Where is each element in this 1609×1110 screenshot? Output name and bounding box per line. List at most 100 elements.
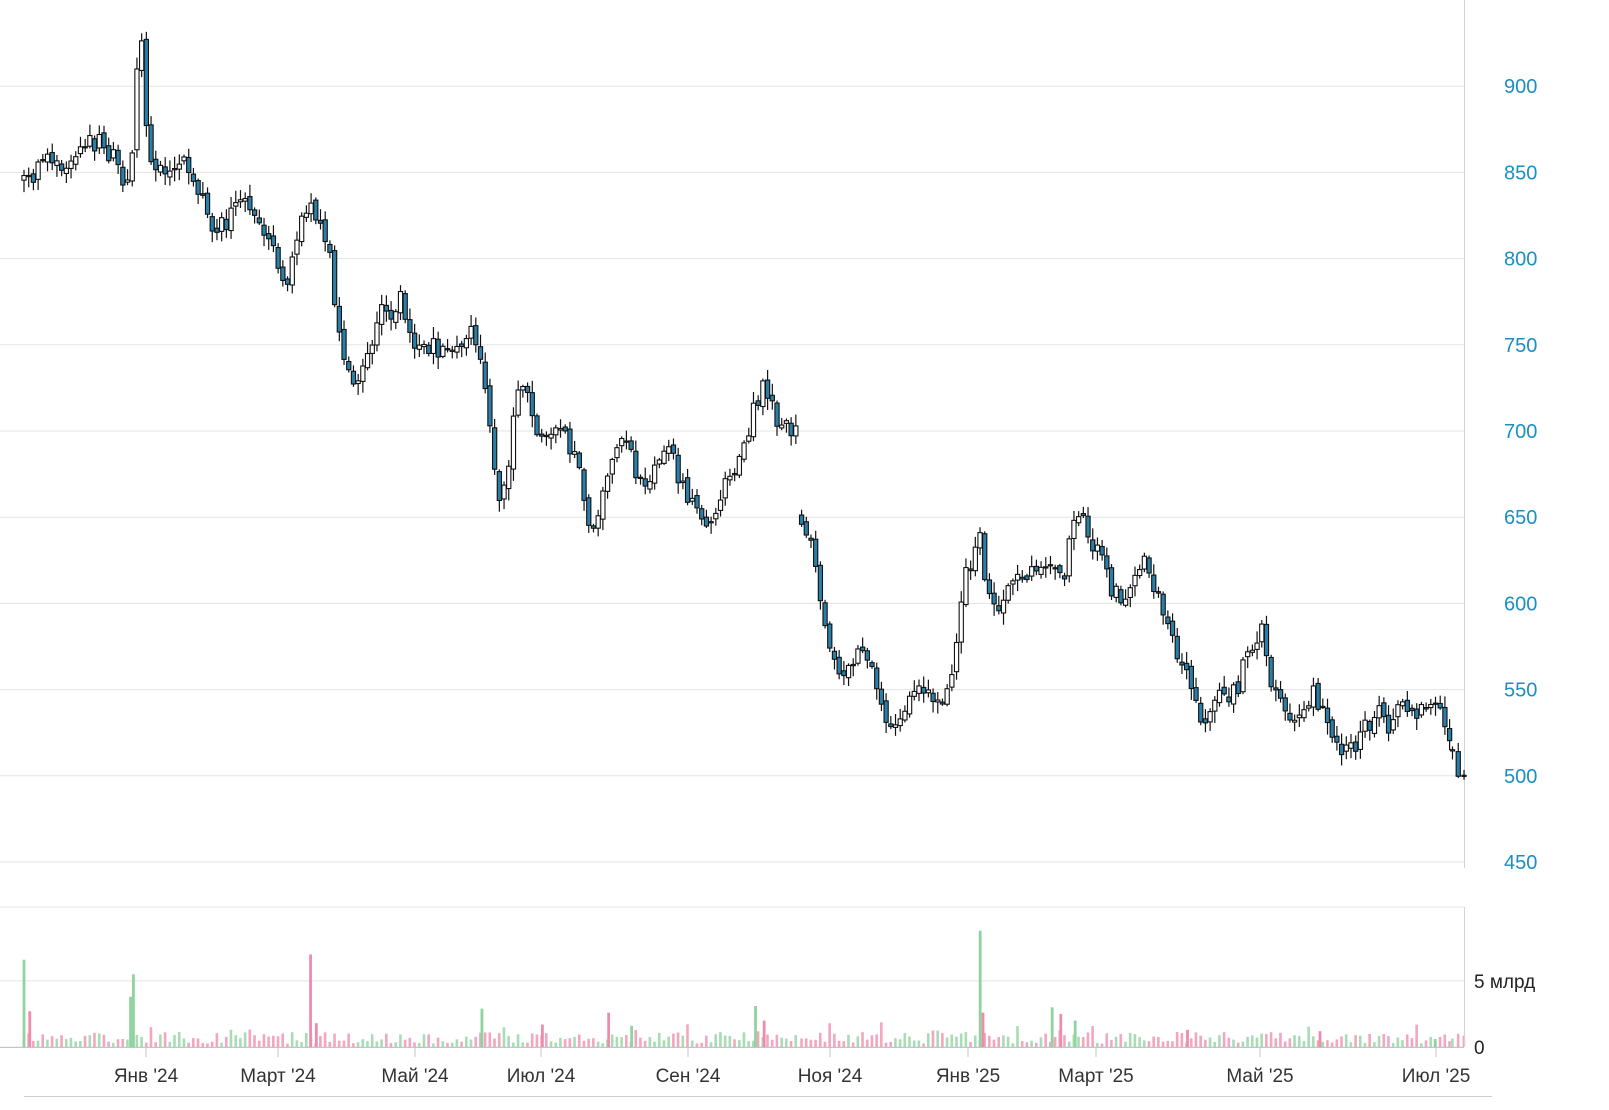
volume-bar <box>643 1040 647 1047</box>
volume-bar <box>955 1036 958 1047</box>
time-tick-label: Май '25 <box>1226 1066 1293 1087</box>
candle-up <box>1301 709 1307 719</box>
volume-spike-bar <box>129 996 132 1047</box>
candle-down <box>313 199 319 221</box>
candle-down <box>1409 707 1415 712</box>
candle-down <box>251 209 258 216</box>
volume-bar <box>427 1034 430 1047</box>
volume-bar <box>102 1034 106 1047</box>
volume-bar <box>620 1037 623 1047</box>
volume-bar <box>1368 1033 1371 1047</box>
volume-bar <box>192 1038 195 1047</box>
volume-bar <box>1279 1032 1282 1047</box>
candle-up <box>360 365 366 382</box>
candle-up <box>134 68 140 151</box>
candle-down <box>850 663 856 667</box>
volume-bar <box>408 1037 412 1047</box>
volume-bar <box>1302 1041 1306 1047</box>
time-tick-label: Март '25 <box>1058 1066 1134 1087</box>
volume-bar <box>286 1043 289 1047</box>
price-tick-label: 450 <box>1504 852 1537 874</box>
candle-up <box>468 325 474 339</box>
candle-up <box>129 152 135 182</box>
candle-up <box>614 447 620 459</box>
volume-spike-bar <box>28 1011 32 1047</box>
volume-bar <box>436 1037 440 1047</box>
candle-up <box>501 484 507 500</box>
candle-down <box>883 700 889 723</box>
candle-up <box>520 385 526 391</box>
volume-bar <box>851 1042 855 1047</box>
volume-bar <box>1396 1037 1400 1047</box>
volume-bar <box>950 1034 954 1047</box>
volume-bar <box>1119 1034 1123 1047</box>
candle-up <box>1320 705 1326 709</box>
candle-up <box>1259 623 1265 643</box>
volume-bar <box>1016 1026 1019 1047</box>
volume-bar <box>455 1039 459 1047</box>
candle-down <box>30 173 37 183</box>
volume-bar <box>1451 1038 1454 1047</box>
candle-up <box>892 724 899 728</box>
volume-bar <box>828 1023 831 1047</box>
volume-bar <box>1227 1037 1231 1047</box>
candle-down <box>813 538 819 567</box>
candle-down <box>388 309 394 320</box>
candle-down <box>888 723 894 728</box>
candle-down <box>1353 741 1359 752</box>
volume-bar <box>116 1039 120 1047</box>
candle-down <box>280 266 286 281</box>
candle-up <box>510 415 517 470</box>
volume-spike-bar <box>1050 1007 1054 1047</box>
candle-down <box>1151 574 1157 593</box>
volume-bar <box>107 1041 110 1047</box>
candle-up <box>897 718 903 727</box>
volume-spike-bar <box>762 1020 766 1047</box>
candle-up <box>1395 704 1401 718</box>
volume-bar <box>1161 1041 1165 1047</box>
volume-bar <box>1166 1040 1170 1047</box>
volume-bar <box>672 1033 675 1047</box>
candle-up <box>935 699 941 703</box>
volume-bar <box>347 1033 350 1047</box>
candle-down <box>534 415 540 436</box>
volume-bar <box>60 1035 63 1047</box>
candle-down <box>803 521 809 536</box>
volume-bar <box>1401 1040 1404 1047</box>
volume-bar <box>747 1041 750 1047</box>
candle-down <box>411 332 418 349</box>
volume-bar <box>300 1042 303 1047</box>
candle-up <box>374 322 380 346</box>
candle-up <box>911 690 917 697</box>
volume-bar <box>206 1043 209 1047</box>
candle-down <box>1179 661 1185 666</box>
candle-down <box>317 219 324 224</box>
volume-bar <box>403 1039 407 1047</box>
candle-up <box>1127 587 1133 599</box>
candle-down <box>223 218 230 231</box>
candle-up <box>77 146 84 155</box>
volume-bar <box>1171 1041 1174 1047</box>
volume-bar <box>1269 1032 1273 1047</box>
volume-spike-bar <box>607 1012 611 1047</box>
volume-bar <box>502 1027 506 1047</box>
candle-down <box>153 158 159 171</box>
volume-bar <box>121 1039 125 1047</box>
candle-down <box>491 427 498 470</box>
volume-bar <box>596 1041 600 1047</box>
candle-down <box>529 392 535 417</box>
candle-up <box>219 217 225 232</box>
candle-down <box>817 564 824 602</box>
candle-down <box>1160 593 1166 616</box>
candle-up <box>750 402 757 438</box>
candle-up <box>949 673 955 688</box>
candle-down <box>755 400 761 406</box>
candle-up <box>1207 711 1213 723</box>
volume-bar <box>770 1039 774 1047</box>
candle-down <box>874 667 880 690</box>
volume-bar <box>337 1040 341 1047</box>
volume-bar <box>662 1040 666 1047</box>
volume-bar <box>1199 1035 1202 1047</box>
price-tick-label: 900 <box>1504 76 1537 98</box>
